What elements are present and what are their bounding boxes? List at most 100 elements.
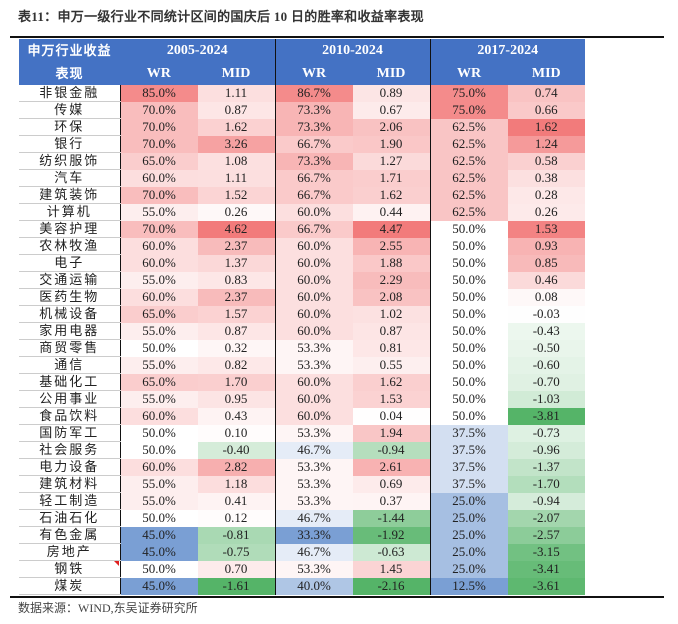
win-rate-cell: 65.0%	[120, 305, 198, 323]
mid-return-cell: 0.28	[507, 186, 585, 204]
bottom-rule	[10, 596, 664, 598]
win-rate-cell: 53.3%	[274, 492, 353, 510]
mid-return-cell: 1.08	[197, 152, 275, 170]
win-rate-cell: 53.3%	[274, 458, 353, 476]
mid-return-cell: 2.06	[352, 118, 430, 136]
table-row: 社会服务 50.0% -0.40 46.7% -0.94 37.5% -0.96	[19, 441, 585, 459]
mid-return-cell: 0.08	[507, 288, 585, 306]
header-mid: MID	[197, 62, 275, 85]
table-row: 计算机 55.0% 0.26 60.0% 0.44 62.5% 0.26	[19, 203, 585, 221]
table-row: 医药生物 60.0% 2.37 60.0% 2.08 50.0% 0.08	[19, 288, 585, 306]
mid-return-cell: 1.57	[197, 305, 275, 323]
win-rate-cell: 25.0%	[429, 526, 508, 544]
industry-name: 交通运输	[19, 271, 121, 289]
win-rate-cell: 55.0%	[120, 356, 198, 374]
mid-return-cell: -0.50	[507, 339, 585, 357]
mid-return-cell: 0.04	[352, 407, 430, 425]
mid-return-cell: 0.43	[197, 407, 275, 425]
win-rate-cell: 60.0%	[274, 373, 353, 391]
win-rate-cell: 55.0%	[120, 203, 198, 221]
header-mid: MID	[507, 62, 585, 85]
industry-name: 建筑材料	[19, 475, 121, 493]
win-rate-cell: 62.5%	[429, 118, 508, 136]
win-rate-cell: 45.0%	[120, 577, 198, 595]
mid-return-cell: -0.03	[507, 305, 585, 323]
mid-return-cell: 0.87	[352, 322, 430, 340]
mid-return-cell: 1.02	[352, 305, 430, 323]
win-rate-cell: 60.0%	[120, 458, 198, 476]
industry-name: 钢铁	[19, 560, 121, 578]
win-rate-cell: 60.0%	[120, 169, 198, 187]
industry-table: 申万行业收益 2005-2024 2010-2024 2017-2024 表现 …	[19, 39, 585, 595]
industry-name: 电子	[19, 254, 121, 272]
mid-return-cell: -0.40	[197, 441, 275, 459]
mid-return-cell: 0.69	[352, 475, 430, 493]
mid-return-cell: -0.81	[197, 526, 275, 544]
header-period-1: 2005-2024	[120, 39, 275, 62]
mid-return-cell: 1.11	[197, 85, 275, 102]
table-title: 表11：申万一级行业不同统计区间的国庆后 10 日的胜率和收益率表现	[18, 9, 424, 24]
table-row: 非银金融 85.0% 1.11 86.7% 0.89 75.0% 0.74	[19, 85, 585, 102]
industry-name: 商贸零售	[19, 339, 121, 357]
table-row: 环保 70.0% 1.62 73.3% 2.06 62.5% 1.62	[19, 118, 585, 136]
industry-name: 建筑装饰	[19, 186, 121, 204]
win-rate-cell: 62.5%	[429, 203, 508, 221]
table-row: 银行 70.0% 3.26 66.7% 1.90 62.5% 1.24	[19, 135, 585, 153]
industry-name: 农林牧渔	[19, 237, 121, 255]
win-rate-cell: 50.0%	[120, 560, 198, 578]
win-rate-cell: 73.3%	[274, 101, 353, 119]
win-rate-cell: 50.0%	[429, 390, 508, 408]
header-wr: WR	[274, 62, 353, 85]
industry-name: 银行	[19, 135, 121, 153]
mid-return-cell: -3.41	[507, 560, 585, 578]
win-rate-cell: 73.3%	[274, 152, 353, 170]
mid-return-cell: -2.57	[507, 526, 585, 544]
mid-return-cell: 0.81	[352, 339, 430, 357]
win-rate-cell: 50.0%	[120, 339, 198, 357]
table-row: 房地产 45.0% -0.75 46.7% -0.63 25.0% -3.15	[19, 543, 585, 561]
mid-return-cell: -0.73	[507, 424, 585, 442]
win-rate-cell: 46.7%	[274, 441, 353, 459]
win-rate-cell: 25.0%	[429, 492, 508, 510]
win-rate-cell: 55.0%	[120, 322, 198, 340]
industry-name: 非银金融	[19, 85, 121, 102]
win-rate-cell: 45.0%	[120, 526, 198, 544]
mid-return-cell: 1.27	[352, 152, 430, 170]
mid-return-cell: -3.81	[507, 407, 585, 425]
win-rate-cell: 37.5%	[429, 458, 508, 476]
industry-name: 公用事业	[19, 390, 121, 408]
table-row: 建筑材料 55.0% 1.18 53.3% 0.69 37.5% -1.70	[19, 475, 585, 493]
win-rate-cell: 50.0%	[429, 373, 508, 391]
industry-name: 国防军工	[19, 424, 121, 442]
mid-return-cell: 1.45	[352, 560, 430, 578]
table-row: 食品饮料 60.0% 0.43 60.0% 0.04 50.0% -3.81	[19, 407, 585, 425]
table-row: 基础化工 65.0% 1.70 60.0% 1.62 50.0% -0.70	[19, 373, 585, 391]
win-rate-cell: 50.0%	[429, 288, 508, 306]
mid-return-cell: 2.37	[197, 237, 275, 255]
mid-return-cell: 0.26	[507, 203, 585, 221]
table-row: 家用电器 55.0% 0.87 60.0% 0.87 50.0% -0.43	[19, 322, 585, 340]
industry-name: 社会服务	[19, 441, 121, 459]
win-rate-cell: 37.5%	[429, 424, 508, 442]
mid-return-cell: 1.53	[507, 220, 585, 238]
win-rate-cell: 50.0%	[429, 407, 508, 425]
win-rate-cell: 60.0%	[274, 390, 353, 408]
industry-name: 有色金属	[19, 526, 121, 544]
win-rate-cell: 60.0%	[274, 254, 353, 272]
mid-return-cell: 1.88	[352, 254, 430, 272]
win-rate-cell: 66.7%	[274, 169, 353, 187]
table-row: 公用事业 55.0% 0.95 60.0% 1.53 50.0% -1.03	[19, 390, 585, 408]
mid-return-cell: -0.94	[352, 441, 430, 459]
win-rate-cell: 50.0%	[120, 441, 198, 459]
mid-return-cell: 1.71	[352, 169, 430, 187]
win-rate-cell: 25.0%	[429, 560, 508, 578]
table-row: 煤炭 45.0% -1.61 40.0% -2.16 12.5% -3.61	[19, 577, 585, 595]
mid-return-cell: -2.07	[507, 509, 585, 527]
table-row: 轻工制造 55.0% 0.41 53.3% 0.37 25.0% -0.94	[19, 492, 585, 510]
win-rate-cell: 50.0%	[429, 322, 508, 340]
win-rate-cell: 50.0%	[429, 271, 508, 289]
win-rate-cell: 25.0%	[429, 509, 508, 527]
win-rate-cell: 46.7%	[274, 543, 353, 561]
header-name-line2: 表现	[19, 62, 120, 85]
header-mid: MID	[352, 62, 430, 85]
